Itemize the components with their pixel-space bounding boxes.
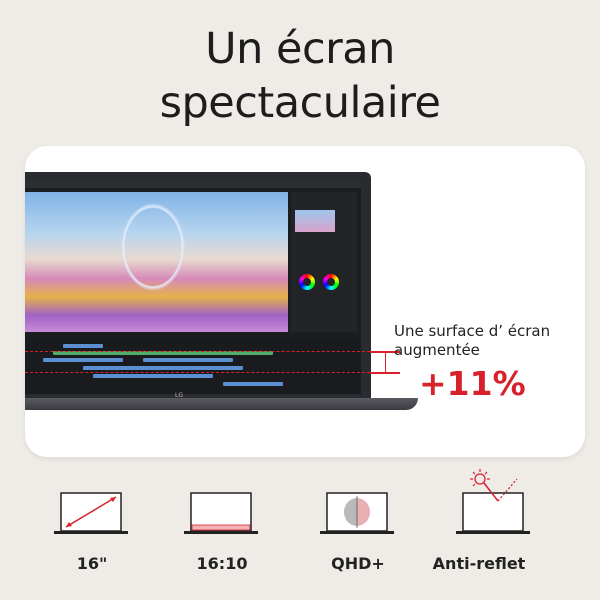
- feature-size: 16": [32, 488, 152, 573]
- page-title: Un écran spectaculaire: [159, 24, 441, 128]
- callout-description: Une surface d’ écran augmentée: [394, 322, 551, 359]
- laptop-image: LG: [25, 172, 371, 399]
- height-arrow-icon: [385, 353, 386, 372]
- editor-side-panel: [291, 192, 357, 332]
- color-wheel-icon: [323, 274, 339, 290]
- wallpaper-photo: [25, 192, 288, 332]
- increase-value: +11%: [419, 364, 526, 403]
- feature-anti-glare: Anti-reflet: [433, 469, 554, 573]
- display-card: LG Une surface d’ écran augmentée +11%: [25, 146, 585, 457]
- laptop-screen: [25, 180, 361, 394]
- lg-logo: LG: [175, 392, 183, 399]
- resolution-icon: [320, 492, 394, 534]
- feature-aspect-ratio: 16:10: [162, 488, 282, 573]
- color-wheel-icon: [299, 274, 315, 290]
- aspect-ratio-icon: [184, 492, 258, 534]
- editor-timeline: [25, 338, 361, 394]
- diagonal-size-icon: [54, 492, 128, 534]
- anti-glare-icon: [456, 469, 530, 534]
- feature-resolution: QHD+: [298, 488, 418, 573]
- laptop-base: [25, 398, 418, 410]
